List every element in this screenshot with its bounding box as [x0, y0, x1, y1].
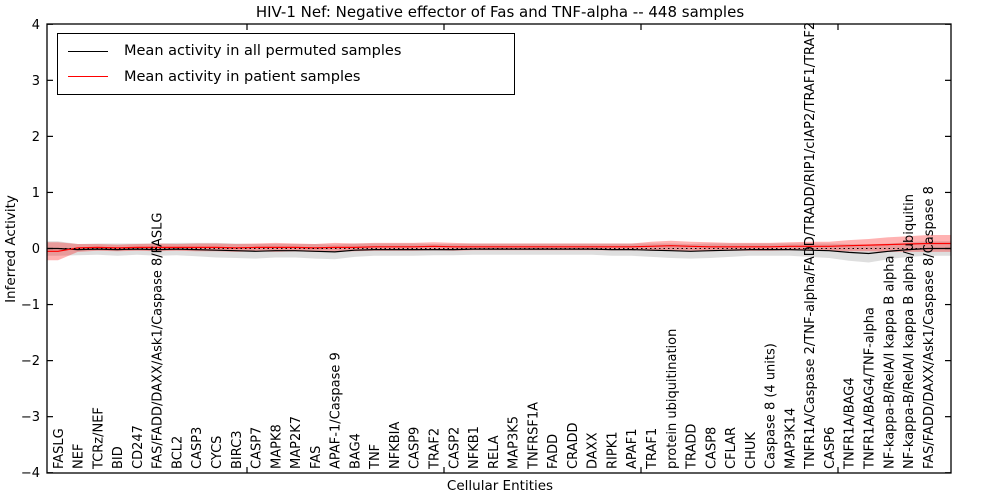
x-category-label: FAS/FADD/DAXX/Ask1/Caspase 8/FASLG: [151, 213, 166, 469]
x-category-label: CASP6: [823, 427, 838, 469]
y-tick-label: 1: [32, 186, 40, 201]
x-category-label: NF-kappa-B/RelA/I kappa B alpha/ubiquiti…: [902, 194, 917, 469]
legend-line-red-icon: [68, 76, 108, 78]
y-axis-label: Inferred Activity: [3, 195, 19, 303]
x-category-label: CFLAR: [724, 427, 739, 469]
line-permuted: [47, 247, 951, 255]
x-category-label: TNFRSF1A: [526, 402, 541, 470]
legend: Mean activity in all permuted samples Me…: [57, 33, 515, 95]
y-tick-label: −2: [21, 354, 40, 369]
x-category-label: DAXX: [586, 432, 601, 469]
x-category-label: CASP2: [447, 427, 462, 469]
x-category-label: CASP8: [704, 427, 719, 469]
x-category-label: TCRz/NEF: [91, 407, 106, 470]
x-category-label: APAF-1/Caspase 9: [329, 352, 344, 469]
x-category-label: FAS: [309, 446, 324, 469]
x-category-label: TRAF2: [427, 428, 442, 470]
x-category-label: RELA: [487, 435, 502, 469]
x-category-label: NFKB1: [467, 426, 482, 469]
x-category-label: APAF1: [625, 428, 640, 469]
x-category-label: CD247: [131, 425, 146, 469]
x-category-label: BIRC3: [230, 431, 245, 470]
legend-item-patient: Mean activity in patient samples: [68, 69, 514, 85]
chart-title: HIV-1 Nef: Negative effector of Fas and …: [255, 3, 745, 21]
y-tick-label: 0: [32, 242, 40, 257]
legend-item-permuted: Mean activity in all permuted samples: [68, 43, 514, 59]
x-category-label: FASLG: [52, 428, 67, 469]
x-category-label: MAP3K5: [507, 416, 522, 469]
x-category-label: Caspase 8 (4 units): [764, 343, 779, 469]
x-category-label: TNF: [368, 444, 383, 470]
x-category-label: FADD: [546, 434, 561, 469]
x-category-label: RIPK1: [605, 431, 620, 469]
x-category-label: MAP2K7: [289, 416, 304, 469]
x-category-label: CASP3: [190, 427, 205, 469]
x-category-label: BAG4: [348, 433, 363, 469]
legend-label: Mean activity in patient samples: [124, 68, 361, 85]
band-patient: [47, 235, 951, 261]
x-category-label: NEF: [72, 444, 87, 469]
x-category-label: TRAF1: [645, 428, 660, 470]
x-category-label: BCL2: [170, 436, 185, 469]
y-tick-label: 4: [32, 18, 40, 33]
x-category-label: TRADD: [685, 424, 700, 470]
x-category-label: TNFR1A/Caspase 2/TNF-alpha/FADD/TRADD/RI…: [803, 22, 818, 470]
y-tick-label: −1: [21, 298, 40, 313]
y-tick-label: 2: [32, 130, 40, 145]
y-tick-label: 3: [32, 74, 40, 89]
line-patient: [47, 242, 951, 252]
x-category-label: TNFR1A/BAG4/TNF-alpha: [862, 307, 877, 470]
x-category-label: CASP7: [250, 427, 265, 469]
x-category-label: BID: [111, 446, 126, 469]
x-axis-label: Cellular Entities: [446, 478, 554, 494]
y-tick-label: −4: [21, 466, 40, 481]
legend-line-black-icon: [68, 50, 108, 52]
y-tick-label: −3: [21, 410, 40, 425]
x-category-label: NF-kappa-B/RelA/I kappa B alpha: [882, 256, 897, 469]
legend-label: Mean activity in all permuted samples: [124, 43, 402, 60]
x-category-label: protein ubiquitination: [665, 329, 680, 469]
x-category-label: FAS/FADD/DAXX/Ask1/Caspase 8/Caspase 8: [922, 186, 937, 469]
x-category-label: CHUK: [744, 432, 759, 469]
x-category-label: MAP3K14: [783, 408, 798, 469]
x-category-label: CASP9: [408, 427, 423, 469]
x-category-label: CYCS: [210, 436, 225, 469]
x-category-label: TNFR1A/BAG4: [843, 377, 858, 470]
x-category-label: CRADD: [566, 423, 581, 470]
x-category-label: MAPK8: [269, 424, 284, 469]
x-category-label: NFKBIA: [388, 422, 403, 469]
